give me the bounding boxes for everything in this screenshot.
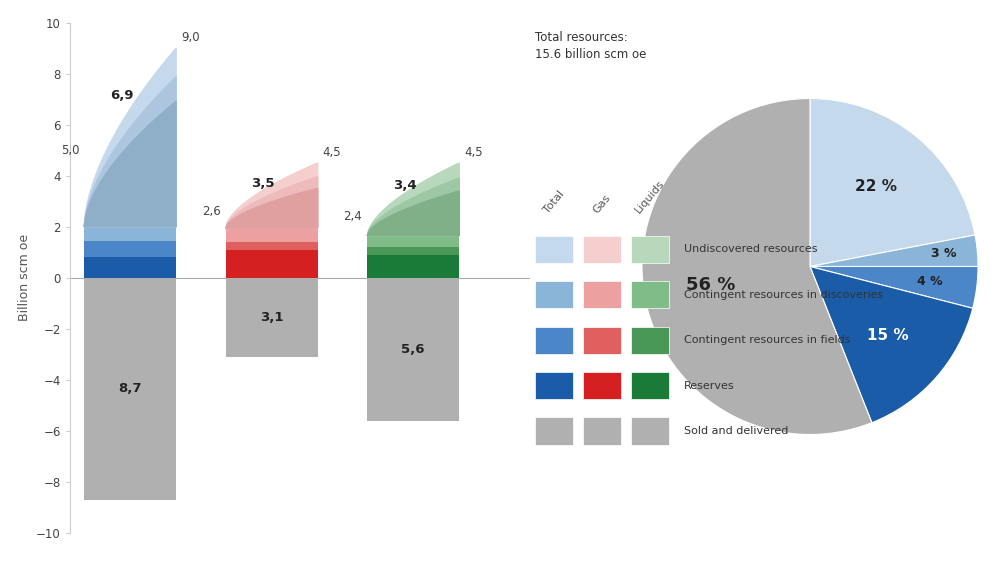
Text: Total: Total <box>542 189 566 215</box>
Text: 2,6: 2,6 <box>202 205 221 218</box>
Bar <box>226 278 318 357</box>
Text: Contingent resources in fields: Contingent resources in fields <box>684 335 850 345</box>
Polygon shape <box>367 178 459 236</box>
Polygon shape <box>367 163 459 236</box>
Text: 22 %: 22 % <box>855 179 897 194</box>
Wedge shape <box>810 266 973 422</box>
Text: Reserves: Reserves <box>684 380 735 391</box>
Text: Undiscovered resources: Undiscovered resources <box>684 244 818 255</box>
Bar <box>367 247 459 255</box>
Wedge shape <box>810 235 978 266</box>
Text: 3,1: 3,1 <box>260 311 283 324</box>
Wedge shape <box>810 266 978 308</box>
Polygon shape <box>226 188 318 228</box>
Text: 5,0: 5,0 <box>61 144 79 156</box>
Polygon shape <box>84 101 176 227</box>
Text: 6,9: 6,9 <box>110 89 133 102</box>
Bar <box>226 242 318 250</box>
Text: 4 %: 4 % <box>917 275 943 288</box>
Text: Total resources:
15.6 billion scm oe: Total resources: 15.6 billion scm oe <box>535 31 646 61</box>
Text: 56 %: 56 % <box>686 276 736 294</box>
Text: 3,4: 3,4 <box>393 180 417 192</box>
Text: 15 %: 15 % <box>867 328 909 343</box>
Wedge shape <box>642 99 872 434</box>
Bar <box>226 250 318 278</box>
Y-axis label: Billion scm oe: Billion scm oe <box>18 234 31 321</box>
Text: 5,6: 5,6 <box>401 343 425 356</box>
Bar <box>367 255 459 278</box>
Polygon shape <box>84 48 176 227</box>
Text: 8,7: 8,7 <box>118 382 142 395</box>
Text: 4,5: 4,5 <box>323 146 341 159</box>
Text: 2,4: 2,4 <box>344 210 362 223</box>
Bar <box>84 278 176 500</box>
Bar <box>226 228 318 242</box>
Text: 4,5: 4,5 <box>464 146 483 159</box>
Bar <box>84 227 176 241</box>
Wedge shape <box>810 99 975 266</box>
Bar <box>84 241 176 257</box>
Text: 3 %: 3 % <box>931 247 957 260</box>
Polygon shape <box>226 176 318 228</box>
Bar <box>367 278 459 421</box>
Text: 9,0: 9,0 <box>181 31 200 44</box>
Bar <box>367 236 459 247</box>
Polygon shape <box>367 191 459 236</box>
Text: Gas: Gas <box>591 193 613 215</box>
Polygon shape <box>84 77 176 227</box>
Text: Sold and delivered: Sold and delivered <box>684 426 788 436</box>
Text: 3,5: 3,5 <box>251 177 275 190</box>
Bar <box>84 257 176 278</box>
Polygon shape <box>226 163 318 228</box>
Text: Liquids: Liquids <box>633 179 667 215</box>
Text: Contingent resources in discoveries: Contingent resources in discoveries <box>684 290 883 300</box>
